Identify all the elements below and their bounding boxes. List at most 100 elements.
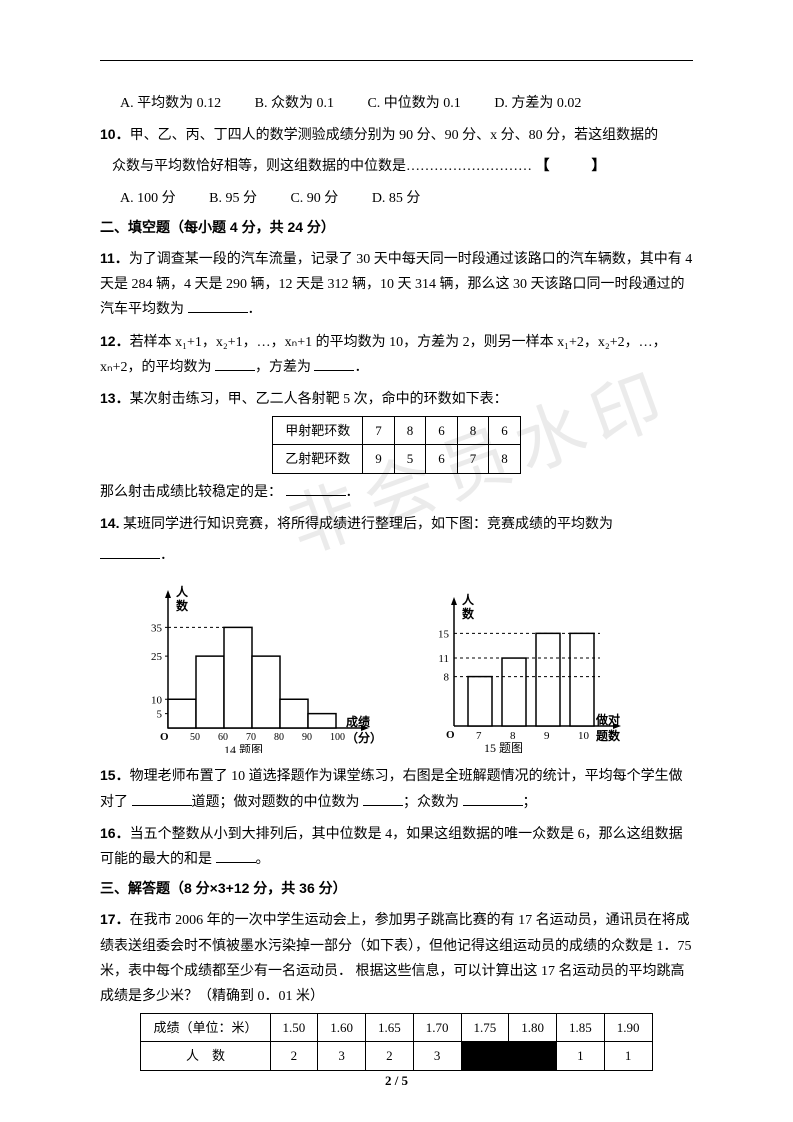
cell: 1.50 xyxy=(270,1014,318,1042)
q15-blank1 xyxy=(132,792,192,806)
chart-14: 5102535O5060708090100人数成绩（分）14 题图 xyxy=(130,578,390,753)
svg-text:成绩: 成绩 xyxy=(346,714,370,729)
q11-num: 11． xyxy=(100,250,129,266)
svg-text:70: 70 xyxy=(246,732,256,743)
q11-tail: ． xyxy=(248,302,262,317)
cell: 2 xyxy=(366,1042,414,1070)
q16-text1: 当五个整数从小到大排列后，其中位数是 4，如果这组数据的唯一众数是 6，那么这组… xyxy=(100,827,683,867)
svg-text:11: 11 xyxy=(438,653,449,665)
cell: 1.80 xyxy=(509,1014,557,1042)
svg-text:人: 人 xyxy=(176,584,189,599)
cell: 7 xyxy=(363,417,395,445)
cell: 8 xyxy=(489,445,521,473)
q13: 13．某次射击练习，甲、乙二人各射靶 5 次，命中的环数如下表： xyxy=(100,386,693,412)
q13-text1: 某次射击练习，甲、乙二人各射靶 5 次，命中的环数如下表： xyxy=(130,392,508,407)
q9-opt-d: D. 方差为 0.02 xyxy=(494,91,581,116)
svg-text:O: O xyxy=(446,729,455,741)
q10-bracket: 【 】 xyxy=(536,154,606,179)
chart-15-svg: 81115O78910人数做对题数15 题图 xyxy=(420,588,655,753)
svg-text:数: 数 xyxy=(462,606,475,621)
chart-15: 81115O78910人数做对题数15 题图 xyxy=(420,588,655,753)
cell: 3 xyxy=(318,1042,366,1070)
svg-text:做对: 做对 xyxy=(595,712,620,727)
q13-tail: ． xyxy=(346,485,360,500)
q15-text3: ；众数为 xyxy=(403,795,459,810)
cell: 1.70 xyxy=(413,1014,461,1042)
section-3-title: 三、解答题（8 分×3+12 分，共 36 分） xyxy=(100,876,693,901)
q16: 16．当五个整数从小到大排列后，其中位数是 4，如果这组数据的唯一众数是 6，那… xyxy=(100,821,693,872)
q14-blank-line: ． xyxy=(100,543,693,568)
svg-text:80: 80 xyxy=(274,732,284,743)
q17-table: 成绩（单位：米） 1.50 1.60 1.65 1.70 1.75 1.80 1… xyxy=(140,1013,652,1071)
q12: 12．若样本 x₁+1，x₂+1，…，xₙ+1 的平均数为 10，方差为 2，则… xyxy=(100,329,693,380)
table-row: 乙射靶环数 9 5 6 7 8 xyxy=(273,445,521,473)
q16-tail: 。 xyxy=(256,852,270,867)
table-row: 甲射靶环数 7 8 6 8 6 xyxy=(273,417,521,445)
q17: 17．在我市 2006 年的一次中学生运动会上，参加男子跳高比赛的有 17 名运… xyxy=(100,907,693,1009)
q9-opt-b: B. 众数为 0.1 xyxy=(255,91,334,116)
svg-text:7: 7 xyxy=(476,730,482,742)
q13-num: 13． xyxy=(100,390,130,406)
q13-line2: 那么射击成绩比较稳定的是： ． xyxy=(100,480,693,505)
chart-14-svg: 5102535O5060708090100人数成绩（分）14 题图 xyxy=(130,578,390,753)
svg-text:50: 50 xyxy=(190,732,200,743)
q10-opt-d: D. 85 分 xyxy=(372,186,421,211)
q14-blank xyxy=(100,545,160,559)
cell: 乙射靶环数 xyxy=(273,445,363,473)
section-2-title: 二、填空题（每小题 4 分，共 24 分） xyxy=(100,215,693,240)
q11: 11．为了调查某一段的汽车流量，记录了 30 天中每天同一时段通过该路口的汽车辆… xyxy=(100,246,693,323)
q13-blank xyxy=(286,482,346,496)
cell: 1 xyxy=(604,1042,652,1070)
q9-opt-a: A. 平均数为 0.12 xyxy=(120,91,221,116)
svg-text:人: 人 xyxy=(462,592,475,607)
cell: 1.85 xyxy=(557,1014,605,1042)
q14-tail: ． xyxy=(160,548,174,563)
q16-num: 16． xyxy=(100,825,130,841)
cell: 9 xyxy=(363,445,395,473)
q16-blank xyxy=(216,849,256,863)
cell: 7 xyxy=(457,445,489,473)
q12-blank2 xyxy=(314,357,354,371)
q10-opt-c: C. 90 分 xyxy=(290,186,338,211)
q12-num: 12． xyxy=(100,333,130,349)
cell: 8 xyxy=(457,417,489,445)
svg-text:100: 100 xyxy=(330,732,345,743)
q12-tail: ． xyxy=(354,360,368,375)
q14-num: 14. xyxy=(100,515,119,531)
q15-blank3 xyxy=(463,792,523,806)
cell: 5 xyxy=(394,445,426,473)
svg-text:数: 数 xyxy=(176,598,189,613)
svg-text:9: 9 xyxy=(544,730,550,742)
cell: 成绩（单位：米） xyxy=(141,1014,270,1042)
svg-text:10: 10 xyxy=(151,695,163,707)
cell-redacted: █ xyxy=(509,1042,557,1070)
table-row: 成绩（单位：米） 1.50 1.60 1.65 1.70 1.75 1.80 1… xyxy=(141,1014,652,1042)
q10-line2: 众数与平均数恰好相等，则这组数据的中位数是……………………… 【 】 xyxy=(100,154,693,179)
svg-text:25: 25 xyxy=(151,652,163,664)
q17-text: 在我市 2006 年的一次中学生运动会上，参加男子跳高比赛的有 17 名运动员，… xyxy=(100,913,692,1004)
svg-text:10: 10 xyxy=(578,730,590,742)
q10-opt-a: A. 100 分 xyxy=(120,186,176,211)
cell: 1 xyxy=(557,1042,605,1070)
cell: 6 xyxy=(489,417,521,445)
svg-text:90: 90 xyxy=(302,732,312,743)
svg-text:14 题图: 14 题图 xyxy=(224,743,263,753)
q10-text2: 众数与平均数恰好相等，则这组数据的中位数是……………………… xyxy=(112,159,532,174)
q15: 15．物理老师布置了 10 道选择题作为课堂练习，右图是全班解题情况的统计，平均… xyxy=(100,763,693,814)
q17-num: 17． xyxy=(100,911,130,927)
cell: 8 xyxy=(394,417,426,445)
cell: 1.65 xyxy=(366,1014,414,1042)
q13-table: 甲射靶环数 7 8 6 8 6 乙射靶环数 9 5 6 7 8 xyxy=(272,416,521,474)
cell: 1.90 xyxy=(604,1014,652,1042)
q13-text2: 那么射击成绩比较稳定的是： xyxy=(100,485,282,500)
q14: 14. 某班同学进行知识竞赛，将所得成绩进行整理后，如下图：竞赛成绩的平均数为 xyxy=(100,511,693,537)
svg-text:15 题图: 15 题图 xyxy=(484,741,523,753)
q15-blank2 xyxy=(363,792,403,806)
cell: 甲射靶环数 xyxy=(273,417,363,445)
table-row: 人 数 2 3 2 3 █ █ 1 1 xyxy=(141,1042,652,1070)
cell: 1.60 xyxy=(318,1014,366,1042)
svg-text:题数: 题数 xyxy=(596,728,621,743)
q14-text: 某班同学进行知识竞赛，将所得成绩进行整理后，如下图：竞赛成绩的平均数为 xyxy=(123,517,613,532)
page-footer: 2 / 5 xyxy=(0,1069,793,1092)
cell: 3 xyxy=(413,1042,461,1070)
